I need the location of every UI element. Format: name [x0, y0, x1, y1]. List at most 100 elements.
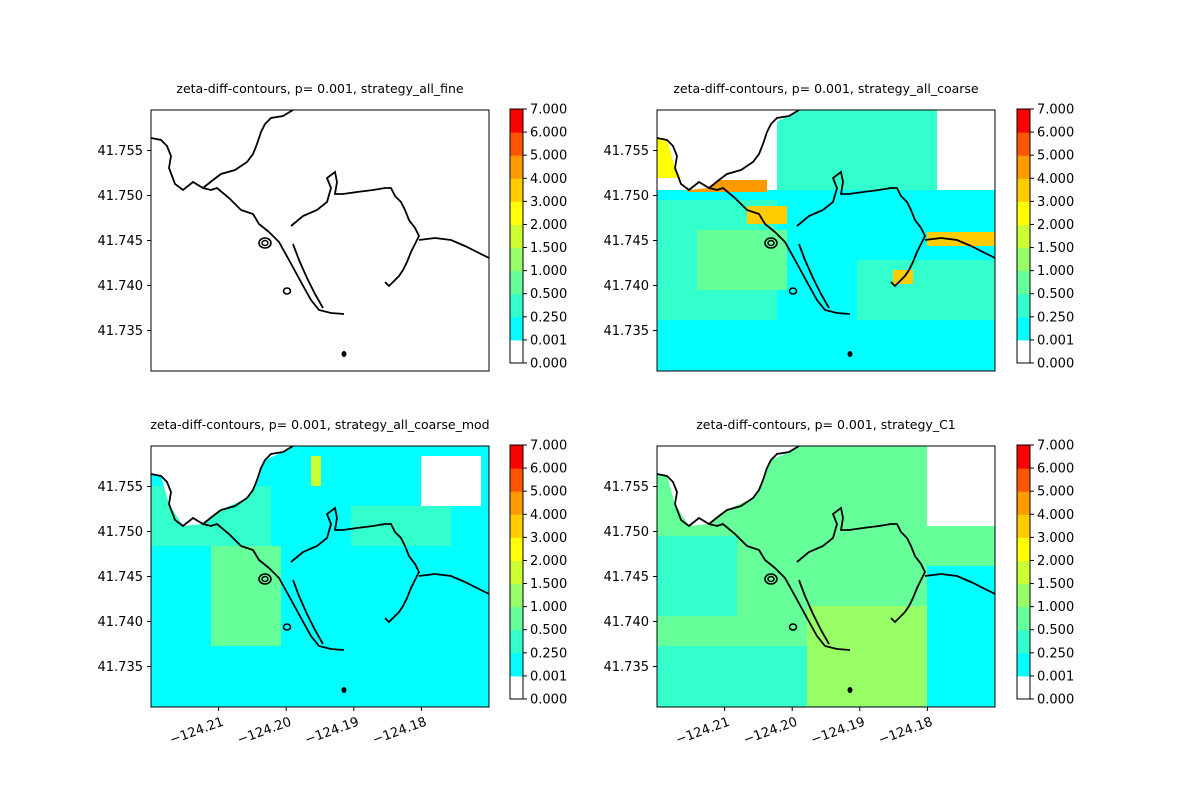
y-tick-label: 41.735 [98, 324, 144, 339]
jetty-east [292, 579, 324, 645]
colorbar-band [510, 560, 523, 585]
colorbar-tick-label: 6.000 [1037, 462, 1074, 477]
rock [788, 623, 798, 631]
colorbar-band [510, 537, 523, 561]
colorbar-band [1017, 316, 1030, 341]
land-mask [657, 110, 799, 190]
colorbar-tick-label: 2.000 [1037, 218, 1074, 233]
colorbar-tick-label: 0.500 [530, 623, 567, 638]
colorbar-band [510, 652, 523, 677]
field-hot-spit [927, 232, 995, 246]
y-tick-label: 41.750 [98, 525, 144, 540]
colorbar-band [1017, 560, 1030, 585]
coastline [151, 110, 489, 357]
island-core [261, 575, 269, 583]
y-tick-label: 41.740 [604, 279, 650, 294]
colorbar-tick-label: 1.500 [530, 241, 567, 256]
x-tick-label: −124.18 [877, 715, 935, 748]
colorbar-tick-label: 6.000 [530, 462, 567, 477]
coastline-north [657, 137, 776, 233]
colorbar-tick-label: 7.000 [1037, 103, 1074, 118]
y-tick-label: 41.740 [604, 615, 650, 630]
colorbar: 0.000 0.001 0.250 0.500 1.000 1.500 2.000 3.000… [509, 439, 567, 708]
colorbar-band [1017, 652, 1030, 677]
field-east [927, 566, 995, 707]
coastline-spit [418, 573, 489, 595]
colorbar-band [510, 445, 523, 469]
colorbar-tick-label: 5.000 [1037, 485, 1074, 500]
jetty-west [774, 231, 851, 315]
jetty-east [798, 243, 830, 309]
colorbar-band [1017, 629, 1030, 654]
buoy [341, 687, 347, 693]
colorbar-tick-label: 2.000 [1037, 554, 1074, 569]
colorbar-tick-label: 5.000 [530, 149, 567, 164]
colorbar-tick-label: 3.000 [530, 531, 567, 546]
colorbar-band [510, 514, 523, 538]
colorbar-tick-label: 1.000 [530, 264, 567, 279]
island-ring [764, 237, 778, 249]
panel-2: zeta-diff-contours, p= 0.001, strategy_a… [604, 81, 1074, 372]
colorbar-band [1017, 178, 1030, 202]
colorbar-tick-label: 3.000 [530, 195, 567, 210]
buoy [847, 687, 853, 693]
colorbar-tick-label: 2.000 [530, 218, 567, 233]
colorbar-band [1017, 293, 1030, 318]
y-tick-label: 41.740 [98, 615, 144, 630]
colorbar-tick-label: 3.000 [1037, 195, 1074, 210]
colorbar-band [1017, 201, 1030, 225]
y-tick-label: 41.745 [604, 234, 650, 249]
colorbar: 0.000 0.001 0.250 0.500 1.000 1.500 2.000 3.000… [1016, 103, 1074, 372]
y-tick-label: 41.755 [604, 480, 650, 495]
y-tick-label: 41.745 [98, 570, 144, 585]
colorbar-band [510, 201, 523, 225]
field-blank [937, 110, 995, 190]
colorbar-tick-label: 0.001 [530, 333, 567, 348]
colorbar-frame [509, 108, 524, 364]
colorbar-band [510, 675, 523, 700]
colorbar-tick-label: 7.000 [530, 439, 567, 454]
field-hot-jetty [747, 206, 787, 224]
colorbar-frame [1016, 444, 1031, 700]
colorbar-band [1017, 445, 1030, 469]
coastline-north [151, 137, 270, 233]
y-tick-label: 41.755 [98, 144, 144, 159]
colorbar-band [1017, 583, 1030, 608]
colorbar-tick-label: 1.000 [1037, 264, 1074, 279]
colorbar-tick-label: 6.000 [1037, 126, 1074, 141]
y-tick-label: 41.735 [604, 324, 650, 339]
jetty-west [268, 567, 345, 651]
coastline-east [290, 170, 421, 288]
land-mask [657, 446, 799, 526]
island-ring [258, 237, 272, 249]
colorbar-tick-label: 0.000 [530, 693, 567, 708]
coastline-spit [418, 237, 489, 259]
colorbar: 0.000 0.001 0.250 0.500 1.000 1.500 2.000 3.000… [509, 103, 567, 372]
colorbar-tick-label: 6.000 [530, 126, 567, 141]
coastline-east [796, 506, 927, 624]
colorbar-band [1017, 468, 1030, 492]
rock [282, 623, 292, 631]
field-patch [311, 456, 321, 486]
buoy [341, 351, 347, 357]
x-tick-label: −124.21 [168, 715, 226, 748]
field-jetty [211, 546, 281, 646]
colorbar-band [1017, 132, 1030, 156]
jetty-west [774, 567, 851, 651]
panel-title: zeta-diff-contours, p= 0.001, strategy_C… [696, 417, 956, 432]
rock [282, 287, 292, 295]
colorbar-band [1017, 339, 1030, 364]
colorbar-band [510, 316, 523, 341]
coastline-east [796, 170, 927, 288]
x-tick-label: −124.20 [741, 715, 799, 748]
colorbar-band [510, 491, 523, 515]
contour-field [657, 110, 995, 371]
x-tick-label: −124.18 [371, 715, 429, 748]
colorbar-band [510, 270, 523, 295]
colorbar-frame [509, 444, 524, 700]
colorbar-band [1017, 247, 1030, 272]
colorbar-band [510, 583, 523, 608]
y-tick-label: 41.755 [604, 144, 650, 159]
colorbar-tick-label: 4.000 [530, 508, 567, 523]
